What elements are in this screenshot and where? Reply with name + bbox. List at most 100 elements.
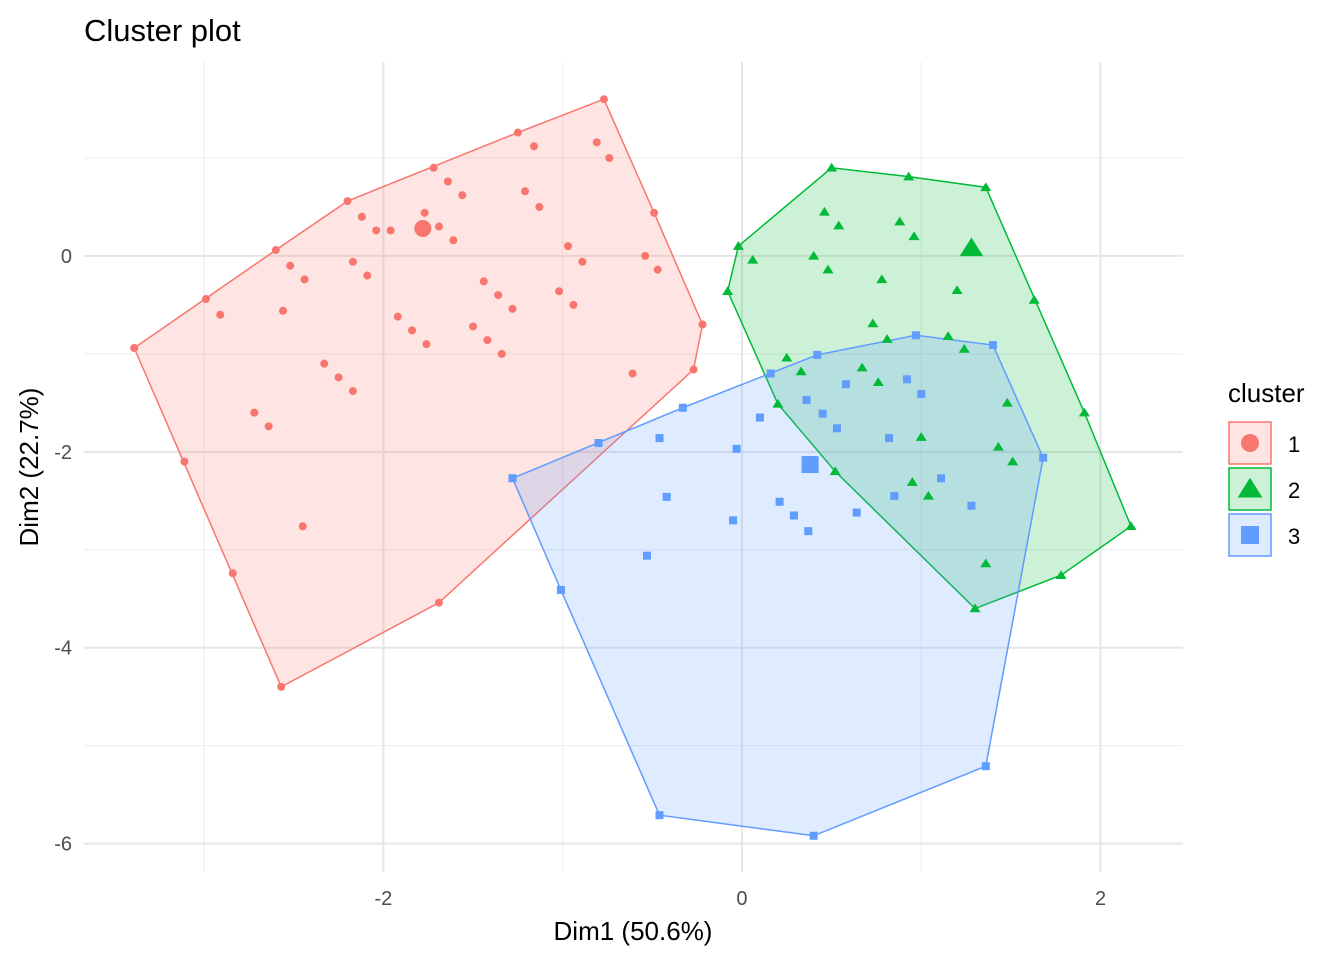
cluster-3-point — [911, 331, 920, 340]
cluster-3-point — [890, 491, 899, 500]
cluster-1-point — [298, 522, 307, 531]
cluster-3-point — [732, 444, 741, 453]
cluster-1-point — [386, 226, 395, 235]
cluster-3-point — [818, 409, 827, 418]
cluster-1-point — [578, 257, 587, 266]
cluster-2-point — [958, 343, 970, 353]
tick-labels: -2 0 2 0 -2 -4 -6 — [54, 246, 1106, 910]
cluster-2-point — [732, 241, 744, 250]
cluster-1-point — [271, 246, 280, 255]
cluster-points — [130, 95, 1137, 840]
cluster-1-point — [434, 598, 443, 607]
y-tick-label: 0 — [61, 246, 72, 268]
cluster-1-point — [422, 340, 431, 349]
cluster-1-point — [408, 326, 417, 335]
cluster-1-point — [458, 191, 467, 200]
cluster-2-point — [980, 182, 992, 192]
cluster-3-point — [813, 350, 822, 359]
cluster-2-point — [1125, 521, 1137, 531]
cluster-1-point — [357, 212, 366, 221]
cluster-1-point — [449, 236, 458, 245]
cluster-3-point — [662, 492, 671, 501]
cluster-2-point — [829, 466, 841, 476]
cluster-2-point — [906, 477, 918, 486]
cluster-1-point — [535, 202, 544, 211]
cluster-3-point — [809, 831, 818, 840]
cluster-1-point — [483, 336, 492, 345]
cluster-3-point — [775, 497, 784, 506]
cluster-3-point — [936, 474, 945, 483]
cluster-1-point — [641, 251, 650, 260]
cluster-1-point — [277, 682, 286, 691]
cluster-1-point — [264, 422, 273, 431]
cluster-1-point — [569, 300, 578, 309]
cluster-1-point — [689, 365, 698, 374]
cluster-1-point — [363, 271, 372, 280]
cluster-3-point — [789, 511, 798, 520]
cluster-1-point — [592, 138, 601, 147]
cluster-3-point — [917, 390, 926, 399]
cluster-3-point — [642, 551, 651, 560]
cluster-1-point — [130, 343, 139, 352]
cluster-1-point — [497, 349, 506, 358]
cluster-1-point — [513, 128, 522, 137]
cluster-2-point — [808, 250, 820, 260]
cluster-3-point — [655, 434, 664, 443]
cluster-2-point — [1007, 456, 1019, 466]
cluster-3-point — [902, 375, 911, 384]
x-tick-label: 0 — [736, 888, 747, 910]
cluster-3-point — [804, 527, 813, 536]
cluster-1-point — [300, 275, 309, 284]
cluster-3-point — [967, 501, 976, 510]
cluster-3-point — [981, 762, 990, 771]
cluster-2-point — [894, 216, 906, 226]
cluster-2-centroid — [959, 237, 984, 257]
cluster-2-point — [1001, 397, 1013, 407]
cluster-1-point — [228, 569, 237, 578]
legend-title: cluster — [1228, 378, 1305, 408]
x-tick-label: -2 — [375, 888, 393, 910]
chart-title: Cluster plot — [84, 13, 241, 48]
cluster-3-point — [678, 403, 687, 412]
legend-label: 3 — [1288, 524, 1300, 549]
y-tick-label: -6 — [54, 834, 72, 856]
cluster-1-point — [279, 306, 288, 315]
cluster-1-point — [529, 142, 538, 151]
cluster-1-point — [508, 304, 517, 313]
cluster-2-point — [903, 171, 915, 181]
cluster-3-point — [556, 585, 565, 594]
cluster-3-point — [729, 516, 738, 525]
cluster-1-point — [555, 287, 564, 296]
cluster-2-point — [872, 377, 884, 387]
cluster-1-point — [653, 265, 662, 274]
cluster-1-point — [250, 408, 259, 417]
cluster-2-point — [951, 285, 963, 294]
cluster-3-point — [884, 434, 893, 443]
cluster-1-point — [469, 322, 478, 331]
cluster-2-point — [1078, 407, 1090, 417]
cluster-3-point — [841, 380, 850, 389]
cluster-3-point — [832, 424, 841, 433]
cluster-2-point — [781, 352, 793, 362]
legend-label: 2 — [1288, 478, 1300, 503]
cluster-1-point — [429, 163, 438, 172]
cluster-2-point — [856, 362, 868, 372]
cluster-2-point — [867, 318, 879, 328]
cluster-1-centroid — [414, 220, 432, 238]
cluster-2-point — [833, 220, 845, 230]
cluster-1-point — [521, 187, 530, 196]
cluster-3-point — [802, 395, 811, 404]
x-tick-label: 2 — [1095, 888, 1106, 910]
cluster-3-centroid — [801, 456, 819, 474]
cluster-1-point — [650, 208, 659, 217]
cluster-2-point — [722, 286, 734, 295]
cluster-1-point — [443, 177, 452, 186]
cluster-3-point — [852, 508, 861, 517]
x-axis-title: Dim1 (50.6%) — [554, 916, 713, 946]
legend-square-icon — [1241, 526, 1259, 544]
cluster-2-point — [822, 264, 834, 274]
cluster-1-point — [348, 257, 357, 266]
cluster-2-point — [1055, 570, 1067, 579]
y-tick-label: -4 — [54, 638, 72, 660]
cluster-1-point — [320, 359, 329, 368]
